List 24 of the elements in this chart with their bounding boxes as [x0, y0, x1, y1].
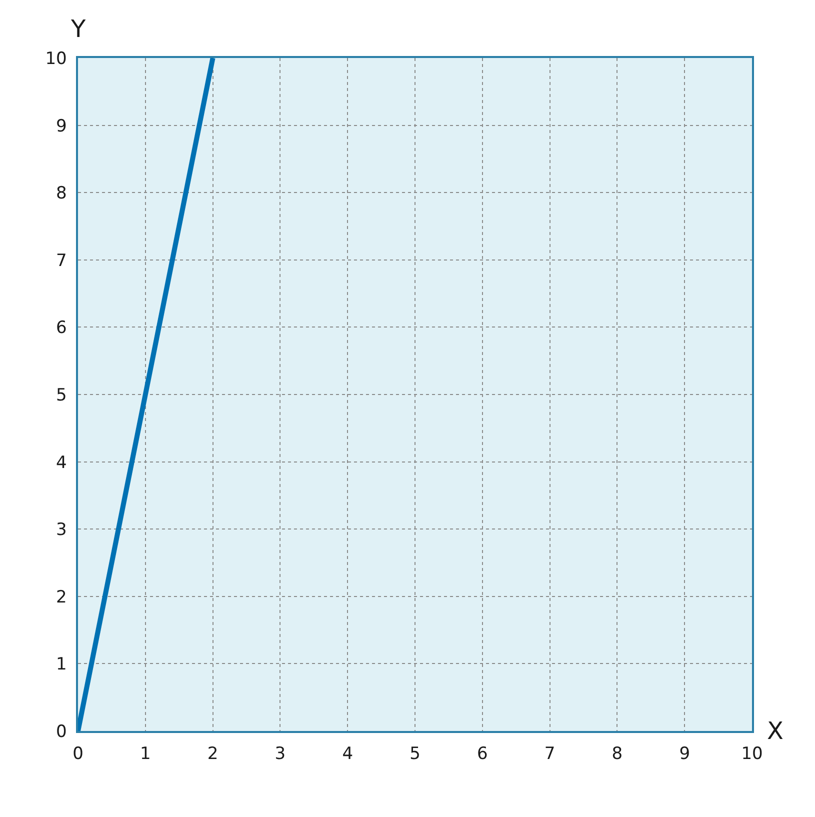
y-tick-label: 3 — [56, 520, 67, 540]
y-tick-label: 6 — [56, 318, 67, 338]
x-tick-label: 5 — [410, 744, 420, 764]
x-tick-label: 3 — [274, 744, 286, 764]
x-tick-label: 9 — [679, 744, 690, 764]
y-tick-label: 1 — [56, 654, 67, 675]
y-axis-title: Y — [70, 15, 86, 43]
y-tick-label: 8 — [56, 184, 67, 204]
y-tick-label: 0 — [56, 722, 67, 742]
x-tick-label: 1 — [140, 744, 151, 764]
y-tick-label: 5 — [56, 385, 67, 406]
x-tick-label: 6 — [476, 744, 488, 764]
y-tick-label: 2 — [56, 587, 67, 608]
y-tick-label: 10 — [45, 48, 67, 69]
x-tick-label: 2 — [207, 744, 218, 764]
x-tick-label: 7 — [544, 744, 556, 764]
y-tick-label: 7 — [56, 250, 67, 271]
x-tick-label: 10 — [741, 744, 763, 764]
x-axis-title: X — [767, 717, 784, 745]
x-tick-label: 0 — [72, 744, 84, 764]
x-tick-label: 8 — [612, 744, 623, 764]
x-tick-label: 4 — [342, 744, 354, 764]
y-tick-label: 4 — [56, 452, 67, 473]
y-tick-label: 9 — [56, 116, 67, 136]
